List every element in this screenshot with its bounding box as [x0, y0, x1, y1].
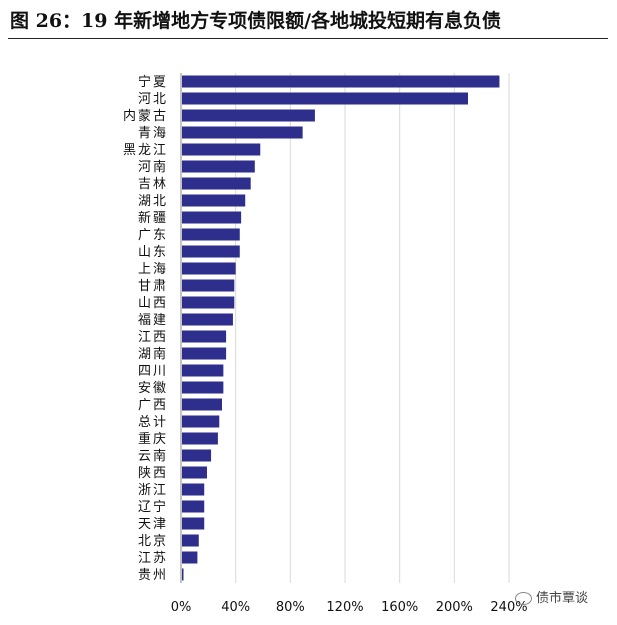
- bar: [182, 347, 227, 360]
- bar: [182, 75, 500, 88]
- category-label: 宁夏: [138, 74, 168, 90]
- bar: [182, 126, 303, 139]
- category-label: 山西: [138, 296, 168, 311]
- category-label: 上海: [138, 262, 168, 277]
- bar: [182, 143, 261, 156]
- bar: [182, 177, 251, 190]
- bar: [182, 160, 255, 173]
- wechat-icon: [515, 592, 532, 605]
- bar: [182, 313, 233, 326]
- category-label: 福建: [138, 313, 168, 328]
- bar: [182, 296, 235, 309]
- x-tick-label: 120%: [326, 600, 363, 615]
- bar: [182, 92, 468, 105]
- bar: [182, 432, 218, 445]
- watermark: 债市覃谈: [515, 587, 588, 606]
- category-label: 甘肃: [138, 279, 168, 294]
- bar: [182, 211, 242, 224]
- category-label: 河北: [138, 92, 168, 107]
- bar: [182, 381, 224, 394]
- x-axis-ticks: 0% 40% 80% 120% 160% 200% 240%: [171, 600, 528, 615]
- category-label: 北京: [138, 534, 168, 549]
- x-tick-label: 40%: [221, 600, 250, 615]
- category-label: 河南: [138, 159, 168, 175]
- bar: [182, 398, 222, 411]
- figure-title: 图 26：19 年新增地方专项债限额/各地城投短期有息负债: [10, 10, 502, 32]
- category-label: 湖北: [138, 194, 168, 209]
- bar: [182, 483, 205, 496]
- bar: [182, 262, 236, 275]
- watermark-text: 债市覃谈: [536, 591, 589, 606]
- category-label: 山东: [138, 245, 168, 260]
- bar: [182, 279, 235, 292]
- category-label: 黑龙江: [123, 143, 168, 158]
- x-tick-label: 80%: [276, 600, 305, 615]
- bar: [182, 517, 205, 530]
- category-label: 内蒙古: [123, 108, 168, 124]
- category-label: 江西: [138, 330, 168, 345]
- x-tick-label: 200%: [436, 600, 473, 615]
- bar: [182, 415, 220, 428]
- category-label: 云南: [138, 448, 168, 464]
- title-divider: [8, 38, 608, 39]
- category-label: 贵州: [138, 568, 168, 583]
- bar: [182, 364, 224, 377]
- category-label: 陕西: [138, 466, 168, 481]
- category-label: 天津: [138, 517, 168, 532]
- category-labels: 宁夏河北内蒙古青海黑龙江河南吉林湖北新疆广东山东上海甘肃山西福建江西湖南四川安徽…: [123, 74, 168, 583]
- bar: [182, 568, 184, 581]
- category-label: 四川: [138, 364, 168, 379]
- category-label: 青海: [138, 126, 168, 141]
- category-label: 总计: [138, 415, 168, 430]
- bar: [182, 194, 246, 207]
- category-label: 吉林: [138, 177, 168, 192]
- category-label: 辽宁: [138, 499, 168, 515]
- category-label: 广西: [138, 398, 168, 413]
- category-label: 江苏: [138, 550, 168, 566]
- category-label: 重庆: [138, 431, 168, 447]
- gridlines: [235, 73, 510, 583]
- bar: [182, 500, 205, 513]
- bar: [182, 245, 240, 258]
- bar: [182, 449, 212, 462]
- category-label: 广东: [138, 228, 168, 243]
- bars: [182, 75, 500, 581]
- bar: [182, 330, 227, 343]
- x-tick-label: 0%: [171, 600, 192, 615]
- bar: [182, 228, 240, 241]
- bar: [182, 551, 198, 564]
- bar: [182, 109, 315, 122]
- category-label: 湖南: [138, 346, 168, 362]
- x-tick-label: 160%: [381, 600, 418, 615]
- category-label: 安徽: [138, 381, 168, 396]
- bar: [182, 466, 207, 479]
- bar: [182, 534, 199, 547]
- category-label: 新疆: [138, 210, 168, 226]
- category-label: 浙江: [138, 483, 168, 498]
